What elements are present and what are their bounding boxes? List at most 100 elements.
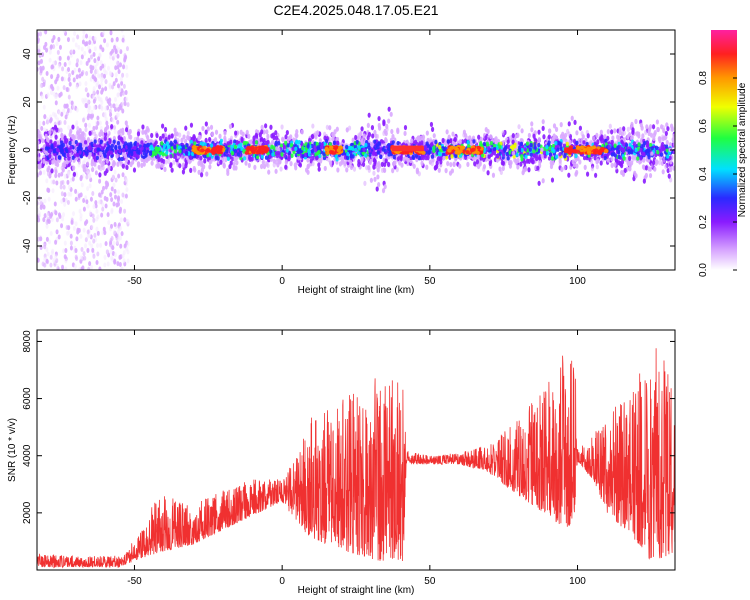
spectrogram-cell [93,161,97,167]
spectrogram-cell [384,138,388,144]
spectrogram-cell [123,57,127,63]
spectrogram-cell [63,62,67,68]
spectrogram-cell [437,167,441,173]
spectrogram-cell [613,162,617,168]
spectrogram-cell [622,156,626,161]
spectrogram-cell [462,132,466,138]
spectrogram-cell [178,132,182,138]
spectrogram-cell [445,129,449,135]
spectrogram-cell [107,165,111,171]
spectrogram-cell [622,126,626,132]
spectrogram-cell [52,258,56,264]
spectrogram-cell [319,158,323,164]
spectrogram-cell [49,139,53,144]
spectrogram-cell [44,133,48,139]
spectrogram-cell [81,265,85,270]
spectrogram-cell [63,192,67,198]
spectrogram-cell [110,235,114,241]
spectrogram-cell [103,170,107,176]
spectrogram-cell [323,165,327,172]
spectrogram-cell [373,160,377,167]
spectrogram-cell [50,74,54,80]
spectrogram-cell [452,161,456,167]
spectrogram-cell [570,115,574,121]
spectrogram-cell [548,152,552,157]
spectrogram-cell [93,232,97,238]
spectrogram-cell [664,130,668,137]
spectrogram-cell [274,140,278,146]
spectrogram-cell [67,225,71,231]
spectrogram-cell [632,141,637,146]
spectrogram-cell [79,174,83,180]
spectrogram-cell [86,161,90,167]
spectrogram-cell [594,172,598,178]
spectrogram-cell [79,216,83,222]
spectrogram-cell [105,42,109,48]
spectrogram-cell [640,125,644,131]
spectrogram-cell [109,112,113,118]
spectrogram-cell [96,251,100,257]
spectrogram-cell [113,259,117,265]
spectrogram-cell [381,188,386,194]
spectrogram-cell [272,162,276,168]
spectrogram-cell [648,172,653,179]
spectrogram-cell [475,159,480,165]
spectrogram-cell [656,126,660,133]
spectrogram-cell [630,121,634,128]
spectrogram-cell [72,225,76,231]
spectrogram-cell [96,120,100,126]
spectrogram-cell [345,167,349,173]
spectrogram-cell [68,140,72,146]
spectrogram-cell [103,195,107,201]
spectrogram-cell [181,162,186,168]
spectrogram-cell [95,216,99,222]
spectrogram-cell [113,221,117,227]
spectrogram-cell [484,135,488,141]
spectrogram-cell [391,168,395,174]
spectrogram-cell [72,165,76,171]
spectrogram-cell [80,54,84,60]
spectrogram-cell [362,147,366,152]
spectrogram-cell [484,126,488,133]
spectrogram-cell [53,201,57,207]
spectrogram-cell [205,171,209,177]
spectrogram-cell [267,169,271,175]
spectrogram-cell [516,157,520,164]
spectrogram-cell [93,46,97,52]
spectrogram-cell [60,223,64,229]
spectrogram-cell [84,166,88,172]
spectrogram-cell [107,220,111,226]
spectrogram-cell [375,186,379,192]
spectrogram-cell [37,32,40,38]
spectrogram-cell [116,92,120,98]
spectrogram-cell [169,162,173,168]
spectrogram-cell [567,131,571,137]
spectrogram-cell [659,152,664,157]
spectrogram-cell [506,156,510,161]
spectrogram-cell [458,139,462,145]
spectrogram-cell [118,104,122,110]
spectrogram-cell [85,70,89,76]
spectrogram-cell [51,38,55,44]
spectrogram-cell [111,162,116,168]
spectrogram-cell [558,152,562,157]
spectrogram-cell [91,191,95,197]
spectrogram-cell [126,219,130,225]
spectrogram-cell [86,186,90,192]
spectrogram-cell [403,124,408,131]
spectrogram-cell [574,153,578,159]
spectrogram-cell [98,172,102,178]
spectrogram-cell [186,130,190,136]
spectrogram-cell [581,134,585,140]
spectrogram-cell [48,57,52,63]
spectrogram-cell [90,158,95,165]
spectrogram-cell [261,159,265,165]
spectrogram-cell [97,96,101,102]
spectrogram-cell [259,163,264,170]
spectrogram-cell [84,127,88,133]
spectrogram-cell [121,192,125,198]
spectrogram-cell [63,240,67,246]
spectrogram-cell [59,147,63,153]
spectrogram-cell [659,124,664,130]
spectrogram-cell [306,163,311,169]
